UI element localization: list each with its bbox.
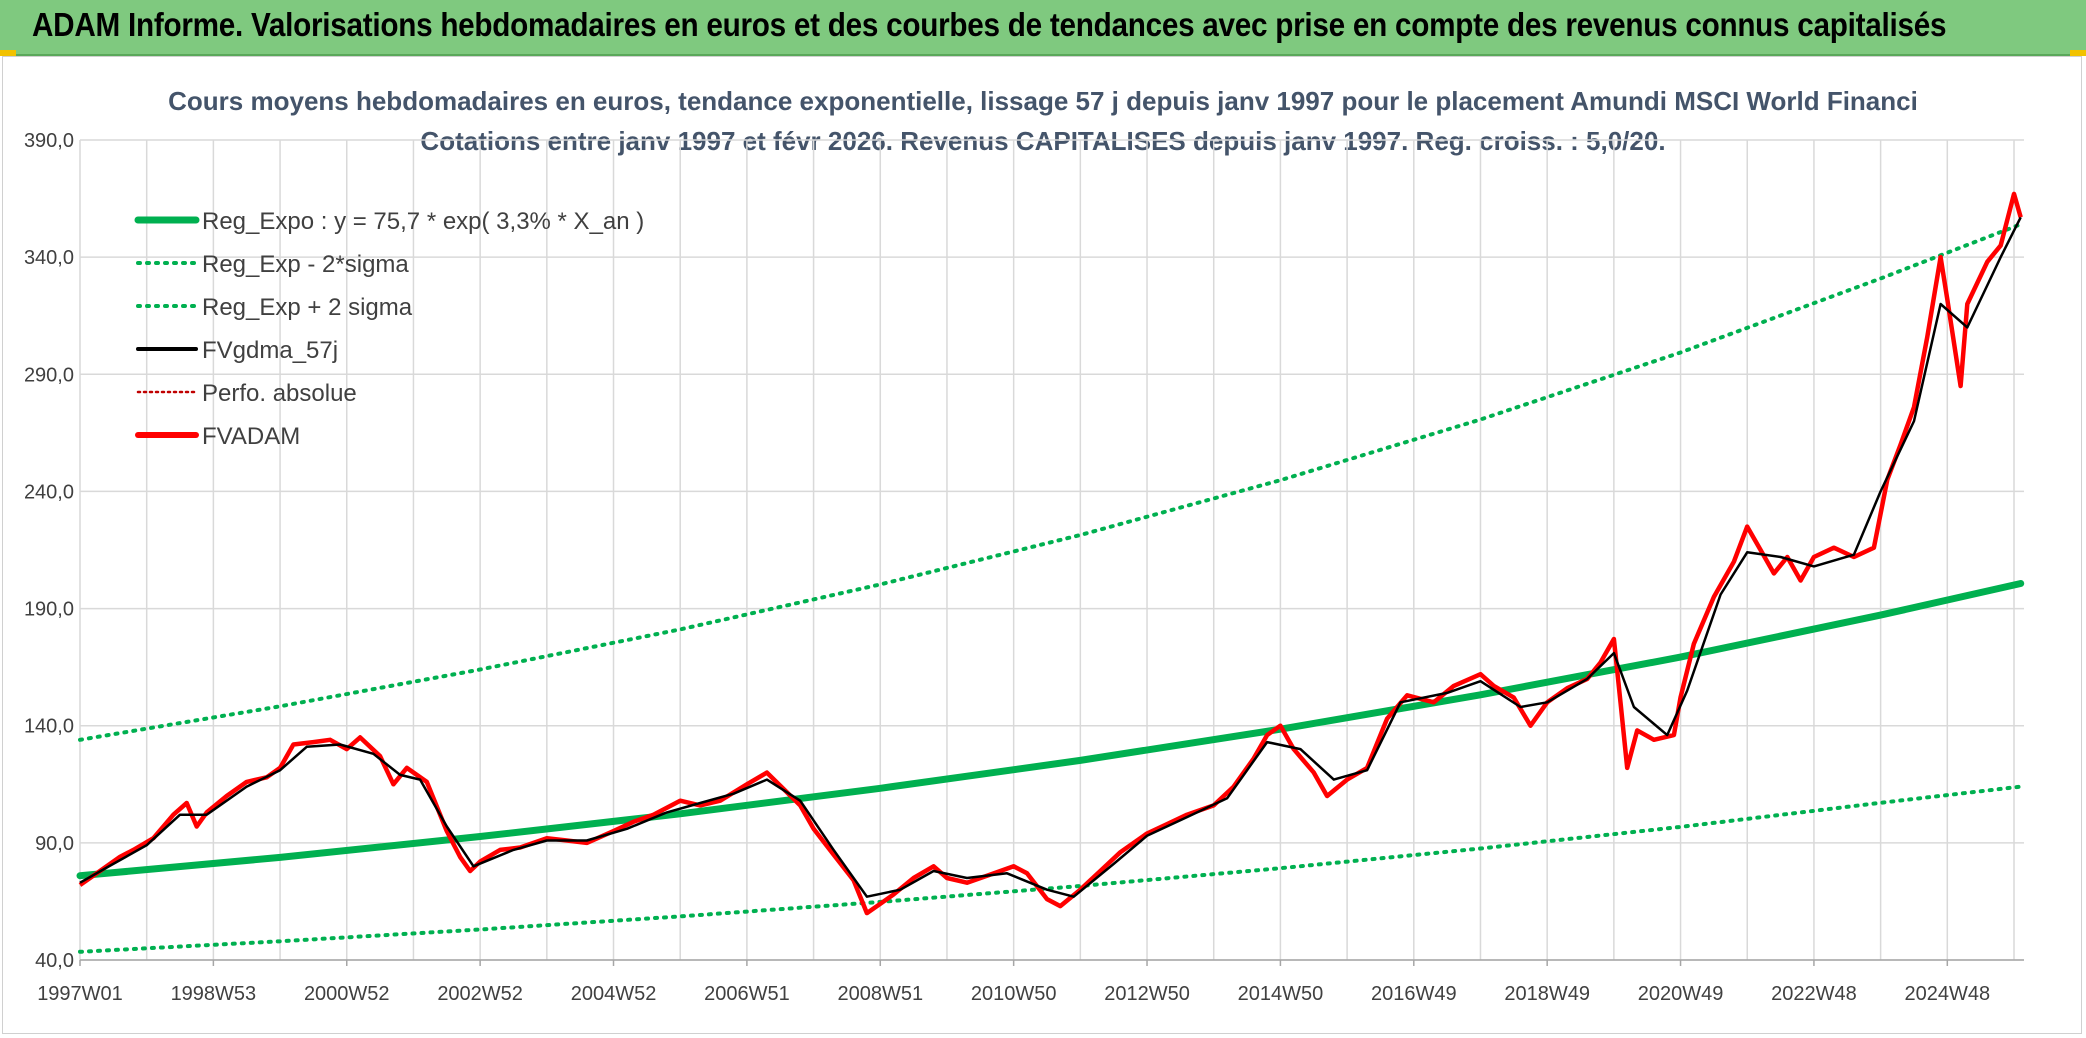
- legend-label-fvgdma: FVgdma_57j: [202, 337, 338, 364]
- y-tick-label: 40,0: [35, 950, 74, 972]
- x-tick-label: 2004W52: [571, 983, 657, 1005]
- chart-title-line-2: Cotations entre janv 1997 et févr 2026. …: [420, 126, 1665, 156]
- x-tick-label: 2022W48: [1771, 983, 1857, 1005]
- y-tick-label: 190,0: [24, 599, 74, 621]
- y-tick-label: 390,0: [24, 130, 74, 152]
- x-tick-label: 2024W48: [1904, 983, 1990, 1005]
- reg-plus-2sigma-line: [78, 222, 2023, 742]
- legend: Reg_Expo : y = 75,7 * exp( 3,3% * X_an )…: [134, 208, 644, 450]
- legend-label-reg-expo: Reg_Expo : y = 75,7 * exp( 3,3% * X_an ): [202, 208, 644, 235]
- fvadam-line: [78, 191, 2023, 916]
- reg-minus-2sigma-line: [78, 784, 2023, 954]
- grid: [79, 139, 2024, 961]
- banner: ADAM Informe. Valorisations hebdomadaire…: [0, 0, 2086, 56]
- legend-label-perfo: Perfo. absolue: [202, 380, 357, 407]
- x-tick-label: 2014W50: [1238, 983, 1324, 1005]
- reg-expo-line: [76, 580, 2025, 880]
- corner-mark-left: [0, 50, 16, 56]
- corner-mark-right: [2070, 50, 2086, 56]
- x-tick-label: 2002W52: [437, 983, 523, 1005]
- x-tick-label: 2018W49: [1504, 983, 1590, 1005]
- legend-label-fvadam: FVADAM: [202, 423, 300, 450]
- x-tick-label: 2010W50: [971, 983, 1057, 1005]
- y-tick-label: 340,0: [24, 247, 74, 269]
- x-tick-label: 2006W51: [704, 983, 790, 1005]
- series-lines: [78, 191, 2023, 916]
- legend-label-reg-plus: Reg_Exp + 2 sigma: [202, 294, 413, 321]
- trend-lines: [76, 222, 2025, 954]
- x-tick-label: 2000W52: [304, 983, 390, 1005]
- y-tick-label: 290,0: [24, 364, 74, 386]
- y-tick-label: 90,0: [35, 833, 74, 855]
- x-tick-label: 2020W49: [1638, 983, 1724, 1005]
- legend-label-reg-minus: Reg_Exp - 2*sigma: [202, 251, 409, 278]
- x-tick-label: 2016W49: [1371, 983, 1457, 1005]
- chart-frame: [2, 56, 2082, 1034]
- x-tick-label: 1997W01: [37, 983, 123, 1005]
- axis-ticks: 390,0 340,0 290,0 240,0 190,0 140,0 90,0 40,0 19…: [24, 130, 2024, 1005]
- banner-title: ADAM Informe. Valorisations hebdomadaire…: [32, 6, 1947, 43]
- y-tick-label: 140,0: [24, 716, 74, 738]
- x-tick-label: 1998W53: [171, 983, 257, 1005]
- fvgdma-line: [79, 216, 2022, 898]
- chart-title-line-1: Cours moyens hebdomadaires en euros, ten…: [168, 86, 1918, 116]
- x-tick-label: 2012W50: [1104, 983, 1190, 1005]
- y-tick-label: 240,0: [24, 481, 74, 503]
- x-tick-label: 2008W51: [837, 983, 923, 1005]
